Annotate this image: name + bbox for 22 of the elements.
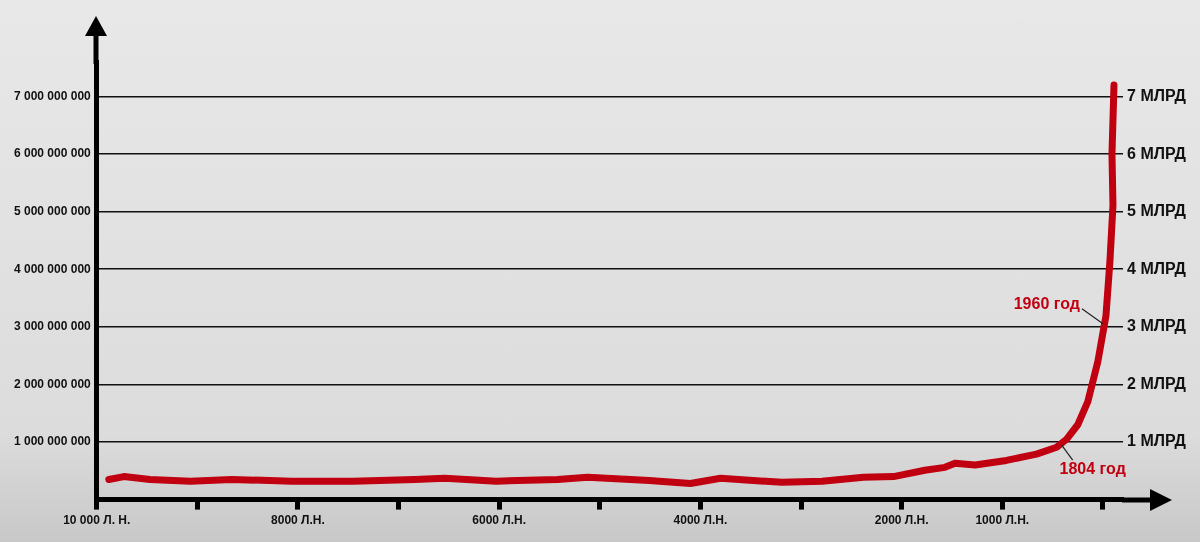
annotation: 1804 год <box>1059 460 1126 478</box>
y2-tick-label: 5 МЛРД <box>1127 202 1187 220</box>
y2-tick-label: 6 МЛРД <box>1127 144 1187 162</box>
y-tick-label: 2 000 000 000 <box>13 376 92 391</box>
x-tick-label: 2000 Л.Н. <box>874 513 929 528</box>
y-tick-label: 5 000 000 000 <box>13 204 92 219</box>
y2-tick-label: 4 МЛРД <box>1127 259 1187 277</box>
annotation: 1960 год <box>1013 295 1080 313</box>
y2-tick-label: 3 МЛРД <box>1127 317 1187 335</box>
y-tick-label: 1 000 000 000 <box>13 434 92 449</box>
y2-tick-label: 7 МЛРД <box>1127 86 1187 104</box>
y-tick-label: 3 000 000 000 <box>13 319 92 334</box>
x-tick-label: 10 000 Л. Н. <box>63 513 131 528</box>
y2-tick-label: 1 МЛРД <box>1127 432 1187 450</box>
x-tick-label: 4000 Л.Н. <box>673 513 728 528</box>
x-tick-label: 8000 Л.Н. <box>271 513 325 528</box>
y2-tick-label: 2 МЛРД <box>1127 374 1187 392</box>
y-tick-label: 4 000 000 000 <box>13 261 92 276</box>
x-tick-label: 1000 Л.Н. <box>975 513 1030 528</box>
y-tick-label: 7 000 000 000 <box>13 88 92 103</box>
y-tick-label: 6 000 000 000 <box>13 146 92 161</box>
x-tick-label: 6000 Л.Н. <box>472 513 527 528</box>
